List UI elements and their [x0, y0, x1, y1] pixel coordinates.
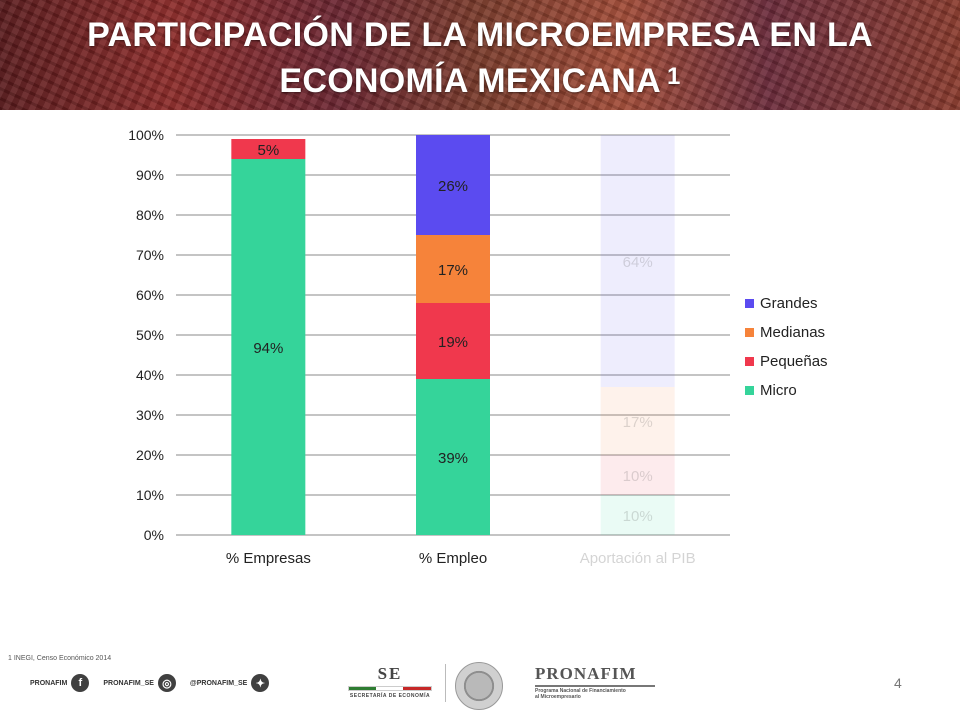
- data-label: 5%: [257, 142, 279, 159]
- bar-segment: [600, 135, 675, 387]
- footnote: 1 INEGI, Censo Económico 2014: [8, 655, 112, 662]
- legend-swatch: [745, 328, 754, 337]
- y-tick-label: 10%: [136, 487, 164, 503]
- y-tick-label: 0%: [144, 527, 164, 543]
- title-line-2-text: ECONOMÍA MEXICANA: [279, 62, 661, 100]
- pronafim-logo-rule: [535, 685, 655, 687]
- page-number: 4: [894, 675, 902, 691]
- legend-label: Grandes: [760, 295, 818, 312]
- bar-segment: [231, 139, 306, 159]
- y-tick-label: 60%: [136, 287, 164, 303]
- y-tick-label: 100%: [128, 127, 164, 143]
- legend-swatch: [745, 357, 754, 366]
- slide-title: PARTICIPACIÓN DE LA MICROEMPRESA EN LA E…: [0, 14, 960, 102]
- pronafim-logo-text: PRONAFIM: [535, 664, 637, 683]
- national-seal-icon: [455, 662, 503, 710]
- bar-segment: [416, 303, 490, 379]
- bar-segment: [416, 135, 490, 235]
- data-label: 10%: [623, 508, 653, 525]
- bar-segment: [231, 159, 306, 535]
- legend-label: Medianas: [760, 324, 825, 341]
- x-tick-label: % Empleo: [419, 550, 487, 567]
- se-logo-stripe: [348, 686, 432, 691]
- bar-segment: [600, 387, 675, 455]
- se-logo-text: SE: [377, 664, 403, 683]
- title-line-1: PARTICIPACIÓN DE LA MICROEMPRESA EN LA: [87, 16, 873, 54]
- y-tick-label: 30%: [136, 407, 164, 423]
- pronafim-subtitle-1: Programa Nacional de Financiamiento: [535, 688, 626, 694]
- bar-segment: [600, 495, 675, 535]
- data-label: 39%: [438, 450, 468, 467]
- y-tick-label: 90%: [136, 167, 164, 183]
- y-tick-label: 40%: [136, 367, 164, 383]
- x-tick-label: Aportación al PIB: [580, 550, 696, 567]
- legend-label: Micro: [760, 382, 797, 399]
- se-logo-subtitle: SECRETARÍA DE ECONOMÍA: [349, 693, 431, 699]
- title-line-2: ECONOMÍA MEXICANA 1: [0, 56, 960, 102]
- bar-segment: [416, 379, 490, 535]
- legend-label: Pequeñas: [760, 353, 828, 370]
- data-label: 10%: [623, 468, 653, 485]
- stacked-bar-chart: 0% 10% 20% 30% 40% 50% 60% 70% 80% 90% 100% 94% 5% % …: [128, 127, 828, 567]
- data-label: 19%: [438, 334, 468, 351]
- data-label: 26%: [438, 178, 468, 195]
- title-banner: [0, 0, 960, 110]
- y-tick-label: 80%: [136, 207, 164, 223]
- legend-swatch: [745, 299, 754, 308]
- twitter-icon[interactable]: ✦: [251, 674, 270, 692]
- legend-swatch: [745, 386, 754, 395]
- social-label-2: PRONAFIM_SE: [103, 679, 154, 687]
- footer-divider: [445, 664, 446, 702]
- x-tick-label: % Empresas: [226, 550, 311, 567]
- data-label: 17%: [623, 414, 653, 431]
- y-tick-label: 50%: [136, 327, 164, 343]
- se-logo: SE SECRETARÍA DE ECONOMÍA: [340, 664, 440, 699]
- data-label: 17%: [438, 262, 468, 279]
- facebook-icon[interactable]: f: [71, 674, 90, 692]
- y-tick-label: 20%: [136, 447, 164, 463]
- title-footnote-marker: 1: [666, 63, 681, 90]
- data-label: 94%: [253, 340, 283, 357]
- bar-segment: [416, 235, 490, 303]
- bar-segment: [600, 455, 675, 495]
- y-tick-label: 70%: [136, 247, 164, 263]
- social-links: PRONAFIM f PRONAFIM_SE ◎ @PRONAFIM_SE ✦: [30, 674, 279, 692]
- social-label-1: PRONAFIM: [30, 679, 68, 687]
- data-label: 64%: [623, 254, 653, 271]
- pronafim-subtitle-2: al Microempresario: [535, 694, 581, 700]
- pronafim-logo: PRONAFIM Programa Nacional de Financiami…: [535, 664, 655, 700]
- social-label-3: @PRONAFIM_SE: [189, 679, 248, 687]
- instagram-icon[interactable]: ◎: [157, 674, 176, 692]
